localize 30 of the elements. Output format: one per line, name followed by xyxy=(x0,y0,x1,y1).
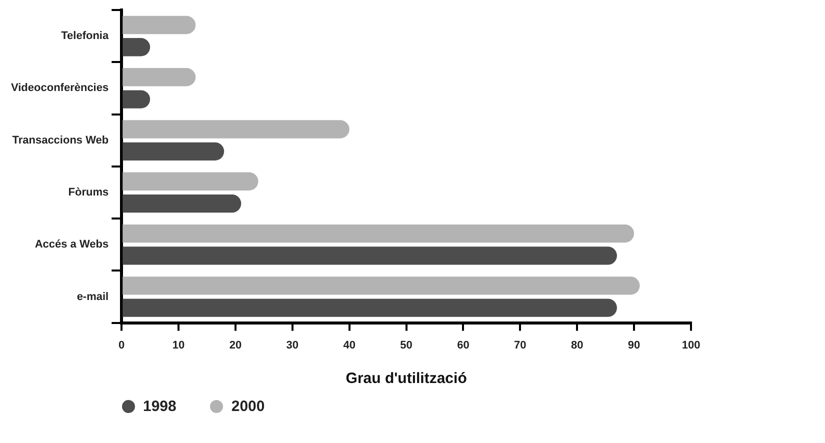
x-tick-label: 0 xyxy=(118,339,125,352)
x-tick-label: 30 xyxy=(286,339,299,352)
y-tick-label: Accés a Webs xyxy=(34,238,109,251)
x-tick-label: 100 xyxy=(682,339,700,352)
y-tick-label: Fòrums xyxy=(68,186,109,198)
bar xyxy=(122,246,617,265)
x-tick-label: 40 xyxy=(343,339,356,352)
bar xyxy=(122,224,634,243)
bar xyxy=(122,142,224,160)
bar xyxy=(122,194,242,213)
y-tick-label: Telefonia xyxy=(61,30,110,42)
y-tick-label: Transaccions Web xyxy=(12,134,109,146)
bar xyxy=(122,16,196,34)
y-tick-label: e-mail xyxy=(76,290,109,303)
x-tick-label: 50 xyxy=(400,339,412,352)
y-tick-label: Videoconferències xyxy=(10,82,109,94)
legend-label: 1998 xyxy=(143,398,176,415)
x-tick-label: 10 xyxy=(172,339,185,352)
bar xyxy=(122,120,350,138)
bar xyxy=(122,68,196,86)
x-tick-label: 70 xyxy=(514,339,526,352)
x-tick-label: 90 xyxy=(628,339,640,352)
x-tick-label: 20 xyxy=(229,339,242,352)
legend-label: 2000 xyxy=(231,398,265,415)
x-tick-label: 80 xyxy=(571,339,584,352)
bar xyxy=(122,172,258,190)
x-tick-label: 60 xyxy=(457,339,470,352)
bar xyxy=(122,298,617,317)
x-axis-title: Grau d'utilització xyxy=(346,370,467,388)
bar xyxy=(122,276,640,295)
